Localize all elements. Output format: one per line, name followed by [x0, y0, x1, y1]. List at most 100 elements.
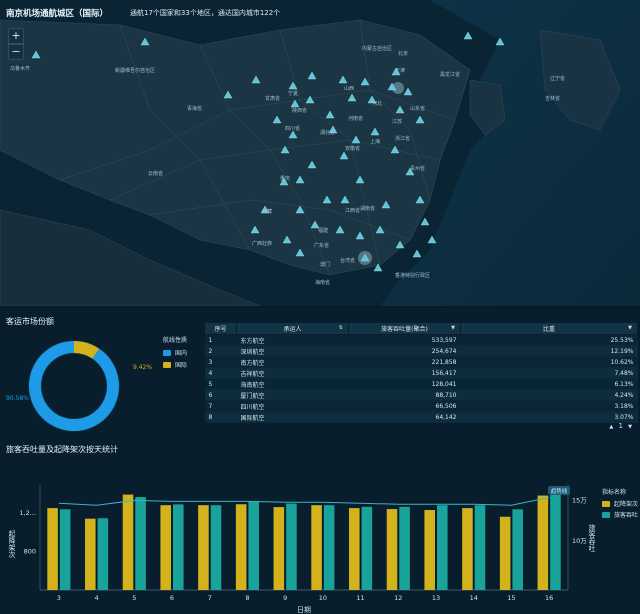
daily-stats-chart[interactable]: 3 4 5 6 7 8 9 10 11 12 13 14 15 16 800 1,2... 10万 15万 日期…: [0, 440, 640, 614]
airport-marker[interactable]: [282, 235, 292, 244]
airport-marker[interactable]: [355, 231, 365, 240]
airport-marker[interactable]: [295, 175, 305, 184]
table-row[interactable]: 2 深圳航空 254,674 12.19%: [204, 345, 638, 357]
bar-passengers[interactable]: [135, 497, 146, 590]
airport-markers[interactable]: [31, 31, 505, 272]
prev-page-button[interactable]: ▲: [609, 424, 614, 430]
table-row[interactable]: 5 海南航空 128,041 6.13%: [204, 378, 638, 390]
zoom-out-button[interactable]: −: [8, 44, 24, 60]
column-header-index[interactable]: 序号: [204, 322, 237, 335]
airport-marker[interactable]: [370, 127, 380, 136]
airport-marker[interactable]: [367, 95, 377, 104]
airport-marker[interactable]: [272, 115, 282, 124]
donut-slice-domestic[interactable]: [29, 341, 119, 431]
airport-marker[interactable]: [251, 75, 261, 84]
legend-item-passengers[interactable]: 旅客吞吐: [602, 510, 638, 519]
table-row[interactable]: 1 东方航空 533,597 25.53%: [204, 334, 638, 346]
airport-marker[interactable]: [338, 75, 348, 84]
airport-marker[interactable]: [390, 145, 400, 154]
airport-marker[interactable]: [290, 99, 300, 108]
airport-marker[interactable]: [391, 67, 401, 76]
airport-marker[interactable]: [279, 177, 289, 186]
airport-marker[interactable]: [250, 225, 260, 234]
bar-passengers[interactable]: [248, 501, 259, 590]
airport-marker[interactable]: [310, 220, 320, 229]
bar-flights[interactable]: [311, 505, 322, 590]
airport-marker[interactable]: [339, 151, 349, 160]
bar-passengers[interactable]: [173, 504, 184, 590]
bar-flights[interactable]: [424, 510, 435, 590]
bar-flights[interactable]: [160, 505, 171, 590]
airport-marker[interactable]: [415, 195, 425, 204]
zoom-in-button[interactable]: +: [8, 28, 24, 44]
airport-marker[interactable]: [140, 37, 150, 46]
bar-passengers[interactable]: [399, 506, 410, 590]
legend-item-flights[interactable]: 起降架次: [602, 499, 638, 508]
legend-item-domestic[interactable]: 国内: [163, 348, 187, 357]
table-row[interactable]: 3 南方航空 221,858 10.62%: [204, 356, 638, 368]
airport-marker[interactable]: [288, 130, 298, 139]
dropdown-icon[interactable]: ▼: [628, 325, 632, 331]
column-header-carrier[interactable]: 承运人 ⇅: [236, 322, 349, 335]
airport-marker[interactable]: [288, 81, 298, 90]
airport-marker[interactable]: [307, 160, 317, 169]
bar-flights[interactable]: [499, 516, 511, 590]
airport-marker[interactable]: [280, 145, 290, 154]
table-row[interactable]: 8 国际航空 64,142 3.07%: [204, 411, 638, 423]
bar-passengers[interactable]: [474, 505, 486, 590]
airport-marker[interactable]: [335, 225, 345, 234]
airport-marker[interactable]: [373, 263, 383, 272]
dropdown-icon[interactable]: ▼: [451, 325, 455, 331]
bar-flights[interactable]: [273, 507, 285, 590]
airport-marker[interactable]: [375, 225, 385, 234]
airport-marker[interactable]: [403, 87, 413, 96]
trend-line[interactable]: [58, 497, 550, 506]
route-map[interactable]: 内蒙古自治区 北京 天津 黑龙江省 乌鲁木齐 新疆维吾尔自治区 甘肃省 宁夏 山西 河北 山东省 青海…: [0, 0, 640, 306]
airport-marker[interactable]: [351, 135, 361, 144]
table-row[interactable]: 4 吉祥航空 156,417 7.48%: [204, 367, 638, 379]
market-share-donut[interactable]: [20, 330, 170, 440]
airport-marker[interactable]: [260, 205, 270, 214]
bar-passengers[interactable]: [323, 505, 335, 590]
bar-passengers[interactable]: [437, 505, 448, 590]
airport-marker[interactable]: [325, 110, 335, 119]
airport-marker[interactable]: [420, 217, 430, 226]
bar-passengers[interactable]: [512, 509, 523, 590]
airport-marker[interactable]: [495, 37, 505, 46]
airport-marker[interactable]: [295, 248, 305, 257]
airport-marker[interactable]: [295, 205, 305, 214]
bar-flights[interactable]: [235, 504, 247, 590]
sort-icon[interactable]: ⇅: [338, 325, 343, 331]
bar-flights[interactable]: [198, 505, 209, 590]
airport-marker[interactable]: [360, 253, 370, 262]
airport-marker[interactable]: [412, 249, 422, 258]
bar-flights[interactable]: [386, 509, 398, 590]
bar-flights[interactable]: [47, 508, 58, 590]
airport-marker[interactable]: [405, 167, 415, 176]
airport-marker[interactable]: [415, 115, 425, 124]
bar-flights[interactable]: [122, 494, 134, 590]
airport-marker[interactable]: [340, 195, 350, 204]
bar-flights[interactable]: [462, 508, 473, 590]
bar-passengers[interactable]: [286, 503, 297, 590]
bar-passengers[interactable]: [59, 509, 71, 590]
bar-passengers[interactable]: [210, 505, 222, 590]
airport-marker[interactable]: [395, 105, 405, 114]
airport-marker[interactable]: [347, 93, 357, 102]
bar-passengers[interactable]: [550, 491, 561, 590]
airport-marker[interactable]: [360, 77, 370, 86]
airport-marker[interactable]: [328, 125, 338, 134]
airport-marker[interactable]: [463, 31, 473, 40]
airport-marker[interactable]: [307, 71, 317, 80]
donut-slice-international[interactable]: [29, 341, 119, 431]
bar-flights[interactable]: [85, 518, 96, 590]
bar-passengers[interactable]: [97, 518, 109, 590]
bar-flights[interactable]: [349, 508, 360, 590]
bar-flights[interactable]: [537, 495, 549, 590]
airport-marker[interactable]: [322, 195, 332, 204]
legend-item-international[interactable]: 国际: [163, 360, 187, 369]
airport-marker[interactable]: [305, 95, 315, 104]
airport-marker[interactable]: [387, 82, 397, 91]
airport-marker[interactable]: [427, 235, 437, 244]
